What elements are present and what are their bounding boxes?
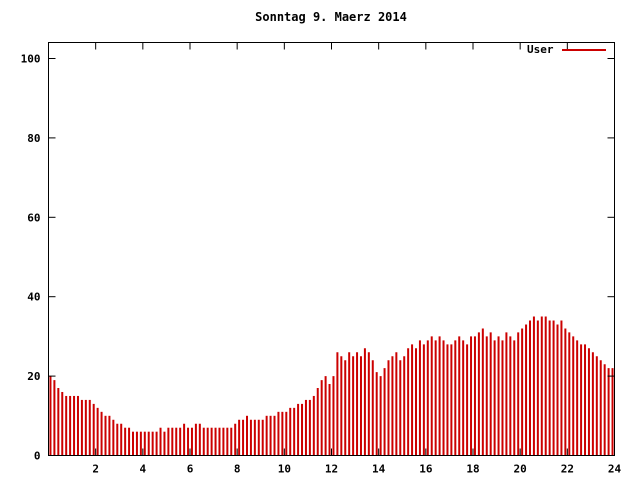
legend: User: [527, 43, 606, 56]
chart-title: Sonntag 9. Maerz 2014: [255, 10, 407, 24]
x-tick-label: 12: [325, 463, 338, 476]
x-tick-label: 10: [278, 463, 291, 476]
x-tick-label: 16: [419, 463, 433, 476]
x-tick-label: 4: [140, 463, 147, 476]
x-tick-label: 2: [92, 463, 99, 476]
y-tick-label: 60: [27, 211, 40, 224]
legend-line-sample: [561, 48, 606, 51]
x-tick-label: 18: [466, 463, 479, 476]
y-tick-label: 20: [27, 370, 40, 383]
y-tick-label: 80: [27, 132, 40, 145]
y-tick-label: 100: [21, 53, 41, 66]
x-tick-label: 20: [514, 463, 527, 476]
y-tick-label: 0: [34, 450, 41, 463]
x-tick-label: 14: [372, 463, 386, 476]
legend-series-label: User: [527, 43, 554, 56]
x-tick-label: 6: [187, 463, 194, 476]
x-tick-label: 8: [234, 463, 241, 476]
x-tick-label: 22: [561, 463, 574, 476]
y-tick-label: 40: [27, 291, 40, 304]
x-tick-label: 24: [608, 463, 622, 476]
